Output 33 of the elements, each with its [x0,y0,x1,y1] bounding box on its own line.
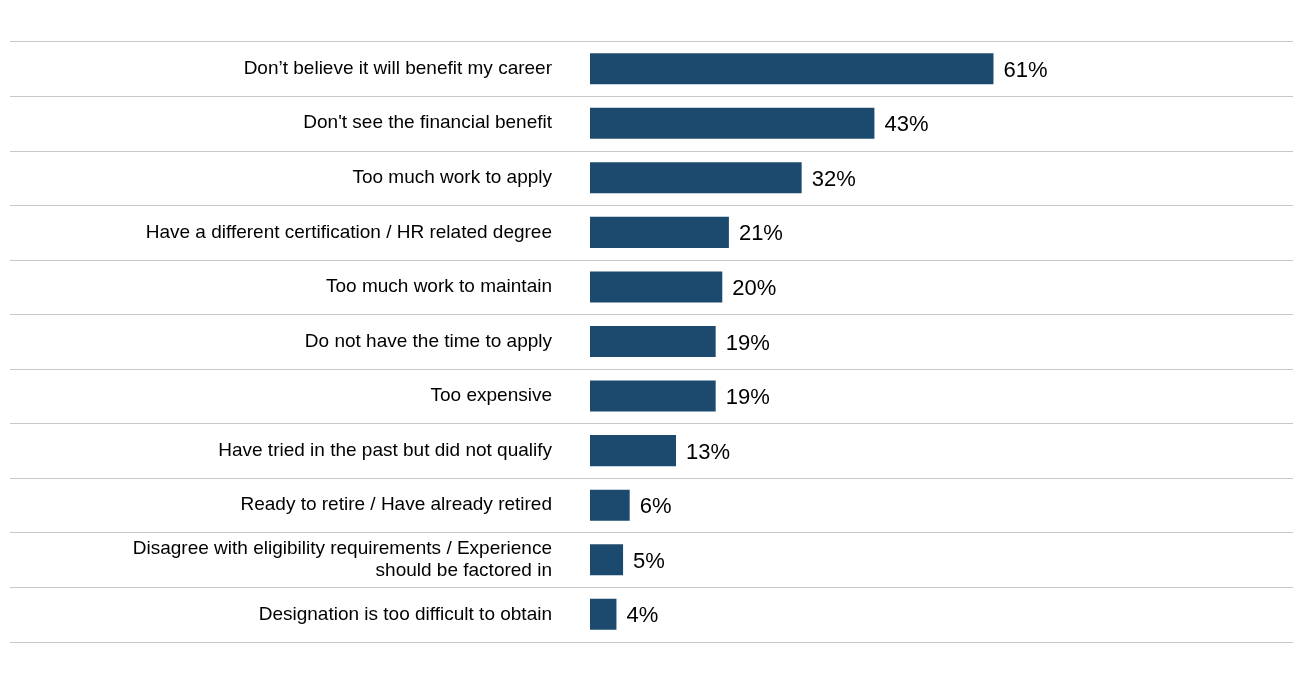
y-tick-label: Too much work to maintain [326,275,552,297]
y-tick-label: Don't see the financial benefit [303,111,553,133]
data-label: 13% [685,438,731,464]
bar [590,489,630,521]
data-label: 43% [884,111,929,137]
data-label: 5% [633,547,665,573]
bar [590,53,994,85]
bar [590,435,676,467]
y-tick-label: Too much work to apply [352,166,553,188]
bar [590,216,729,248]
data-label: 4% [626,602,659,628]
y-tick-label: Have tried in the past but did not qualify [218,438,553,460]
bar [590,271,723,303]
y-tick-label: Have a different certification / HR related degree [145,220,552,242]
bar [590,107,875,139]
data-label: 21% [738,220,783,246]
data-label: 20% [732,275,777,300]
bar [590,598,617,630]
bar [590,544,624,576]
y-tick-label: Disagree with eligibility requirements / Experience should be factored in [132,536,552,581]
data-label: 6% [639,493,672,519]
data-label: 32% [811,165,856,191]
data-label: 19% [725,329,770,355]
data-label: 19% [725,384,770,410]
bar [590,380,716,412]
bar [590,162,802,194]
y-tick-label: Don’t believe it will benefit my career [243,56,553,78]
y-tick-label: Designation is too difficult to obtain [258,602,552,624]
y-tick-label: Ready to retire / Have already retired [240,493,552,515]
data-label: 61% [1003,56,1048,82]
y-tick-label: Too expensive [430,384,552,406]
bar [590,325,716,358]
y-tick-label: Do not have the time to apply [304,329,553,351]
